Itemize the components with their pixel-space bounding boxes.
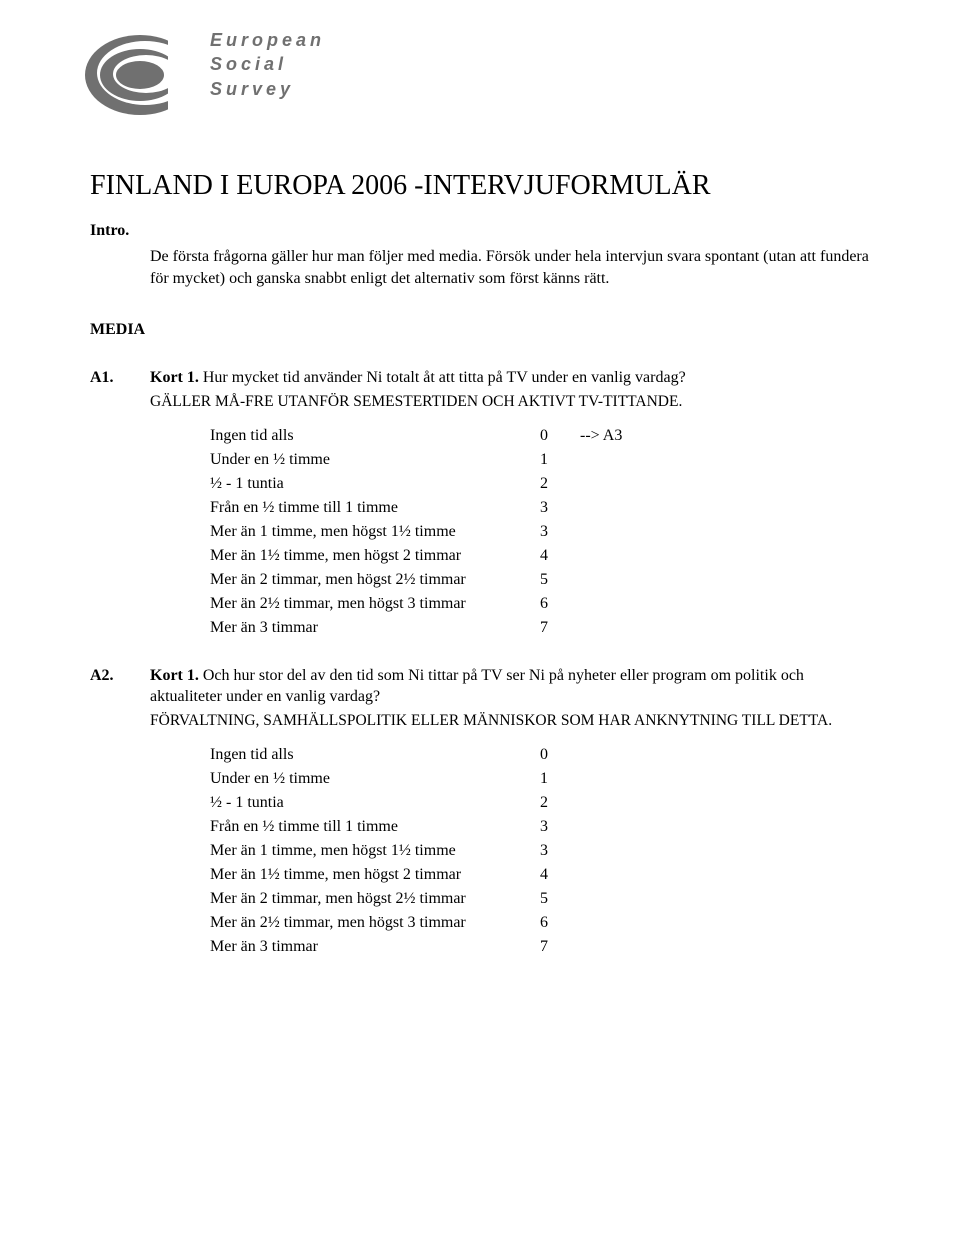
option-label: Mer än 1½ timme, men högst 2 timmar bbox=[210, 547, 540, 565]
option-label: Mer än 2½ timmar, men högst 3 timmar bbox=[210, 914, 540, 932]
option-code: 2 bbox=[540, 794, 580, 812]
media-heading: MEDIA bbox=[90, 321, 870, 339]
option-label: Från en ½ timme till 1 timme bbox=[210, 499, 540, 517]
option-label: Mer än 3 timmar bbox=[210, 938, 540, 956]
option-row: Mer än 2½ timmar, men högst 3 timmar6 bbox=[210, 595, 870, 613]
option-code: 7 bbox=[540, 938, 580, 956]
document-page: European Social Survey FINLAND I EUROPA … bbox=[0, 0, 960, 1002]
question-text: Kort 1. Hur mycket tid använder Ni total… bbox=[150, 367, 870, 389]
option-code: 2 bbox=[540, 475, 580, 493]
option-row: ½ - 1 tuntia2 bbox=[210, 475, 870, 493]
option-row: Från en ½ timme till 1 timme3 bbox=[210, 499, 870, 517]
option-row: ½ - 1 tuntia2 bbox=[210, 794, 870, 812]
option-code: 7 bbox=[540, 619, 580, 637]
logo-text: European Social Survey bbox=[210, 28, 325, 101]
option-label: Mer än 1 timme, men högst 1½ timme bbox=[210, 842, 540, 860]
option-row: Mer än 3 timmar7 bbox=[210, 619, 870, 637]
option-code: 3 bbox=[540, 523, 580, 541]
question-note: FÖRVALTNING, SAMHÄLLSPOLITIK ELLER MÄNNI… bbox=[150, 712, 870, 730]
intro-label: Intro. bbox=[90, 222, 870, 240]
question-number: A1. bbox=[90, 367, 150, 389]
option-code: 4 bbox=[540, 866, 580, 884]
option-row: Under en ½ timme1 bbox=[210, 451, 870, 469]
option-label: ½ - 1 tuntia bbox=[210, 794, 540, 812]
option-code: 6 bbox=[540, 914, 580, 932]
option-code: 5 bbox=[540, 571, 580, 589]
option-code: 6 bbox=[540, 595, 580, 613]
question-body: Hur mycket tid använder Ni totalt åt att… bbox=[199, 369, 686, 386]
option-label: Mer än 3 timmar bbox=[210, 619, 540, 637]
question-number: A2. bbox=[90, 665, 150, 687]
option-skip: --> A3 bbox=[580, 427, 622, 445]
question-body: Och hur stor del av den tid som Ni titta… bbox=[150, 667, 804, 706]
intro-text: De första frågorna gäller hur man följer… bbox=[150, 246, 870, 289]
option-code: 3 bbox=[540, 842, 580, 860]
option-row: Mer än 2 timmar, men högst 2½ timmar5 bbox=[210, 571, 870, 589]
document-title: FINLAND I EUROPA 2006 -INTERVJUFORMULÄR bbox=[90, 170, 870, 202]
option-row: Mer än 3 timmar7 bbox=[210, 938, 870, 956]
question-a2: A2. Kort 1. Och hur stor del av den tid … bbox=[90, 665, 870, 956]
option-row: Mer än 2½ timmar, men högst 3 timmar6 bbox=[210, 914, 870, 932]
options-list-a1: Ingen tid alls0--> A3 Under en ½ timme1 … bbox=[210, 427, 870, 637]
logo-line-1: European bbox=[210, 28, 325, 52]
option-row: Ingen tid alls0--> A3 bbox=[210, 427, 870, 445]
option-label: Mer än 2½ timmar, men högst 3 timmar bbox=[210, 595, 540, 613]
option-label: Ingen tid alls bbox=[210, 427, 540, 445]
question-text: Kort 1. Och hur stor del av den tid som … bbox=[150, 665, 870, 708]
option-code: 0 bbox=[540, 746, 580, 764]
option-label: Under en ½ timme bbox=[210, 770, 540, 788]
question-note: GÄLLER MÅ-FRE UTANFÖR SEMESTERTIDEN OCH … bbox=[150, 393, 870, 411]
option-code: 3 bbox=[540, 499, 580, 517]
option-row: Mer än 1½ timme, men högst 2 timmar4 bbox=[210, 866, 870, 884]
option-row: Från en ½ timme till 1 timme3 bbox=[210, 818, 870, 836]
logo-line-2: Social bbox=[210, 52, 325, 76]
option-label: Från en ½ timme till 1 timme bbox=[210, 818, 540, 836]
option-row: Under en ½ timme1 bbox=[210, 770, 870, 788]
options-list-a2: Ingen tid alls0 Under en ½ timme1 ½ - 1 … bbox=[210, 746, 870, 956]
option-row: Mer än 1½ timme, men högst 2 timmar4 bbox=[210, 547, 870, 565]
option-label: Mer än 1 timme, men högst 1½ timme bbox=[210, 523, 540, 541]
option-label: Ingen tid alls bbox=[210, 746, 540, 764]
question-a1: A1. Kort 1. Hur mycket tid använder Ni t… bbox=[90, 367, 870, 637]
option-label: ½ - 1 tuntia bbox=[210, 475, 540, 493]
ess-logo-icon bbox=[80, 25, 210, 125]
option-code: 4 bbox=[540, 547, 580, 565]
option-code: 1 bbox=[540, 451, 580, 469]
option-row: Mer än 1 timme, men högst 1½ timme3 bbox=[210, 842, 870, 860]
option-row: Ingen tid alls0 bbox=[210, 746, 870, 764]
option-label: Mer än 2 timmar, men högst 2½ timmar bbox=[210, 890, 540, 908]
option-code: 5 bbox=[540, 890, 580, 908]
option-label: Under en ½ timme bbox=[210, 451, 540, 469]
option-row: Mer än 1 timme, men högst 1½ timme3 bbox=[210, 523, 870, 541]
option-row: Mer än 2 timmar, men högst 2½ timmar5 bbox=[210, 890, 870, 908]
logo-block: European Social Survey bbox=[90, 20, 870, 130]
logo-line-3: Survey bbox=[210, 77, 325, 101]
option-label: Mer än 1½ timme, men högst 2 timmar bbox=[210, 866, 540, 884]
question-lead: Kort 1. bbox=[150, 667, 199, 684]
question-lead: Kort 1. bbox=[150, 369, 199, 386]
option-code: 1 bbox=[540, 770, 580, 788]
option-code: 3 bbox=[540, 818, 580, 836]
option-code: 0 bbox=[540, 427, 580, 445]
option-label: Mer än 2 timmar, men högst 2½ timmar bbox=[210, 571, 540, 589]
